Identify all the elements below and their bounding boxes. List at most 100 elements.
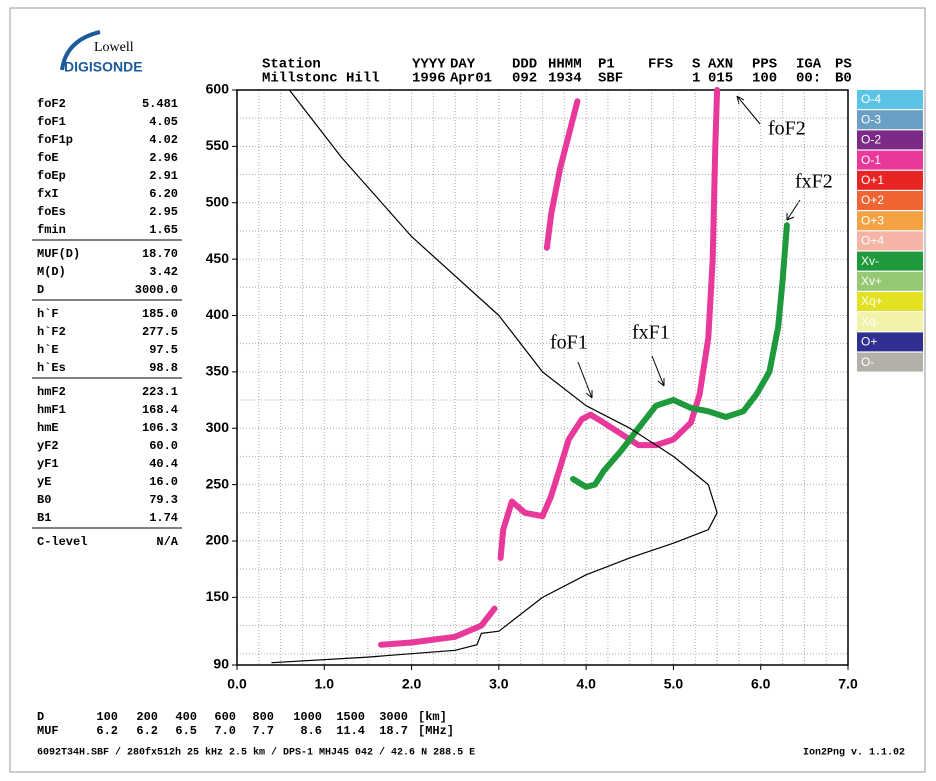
param-value: 277.5 xyxy=(142,325,178,339)
x-tick-label: 7.0 xyxy=(838,676,858,692)
param-name: B1 xyxy=(37,511,51,525)
legend-label: Xq+ xyxy=(861,294,883,308)
legend-swatch xyxy=(857,231,923,251)
y-tick-label: 350 xyxy=(206,363,230,379)
header-label: PPS xyxy=(752,57,777,73)
param-name: h`F2 xyxy=(37,325,66,339)
muf-cell: 18.7 xyxy=(379,724,408,738)
arrow xyxy=(651,355,665,387)
trace xyxy=(271,89,718,664)
y-tick-label: 150 xyxy=(206,588,230,604)
header-value: Millstonc Hill xyxy=(262,71,380,87)
y-tick-label: 90 xyxy=(213,656,229,672)
x-tick-label: 0.0 xyxy=(227,676,247,692)
param-value: 98.8 xyxy=(149,361,178,375)
muf-cell: [MHz] xyxy=(418,724,454,738)
muf-cell: 1500 xyxy=(336,710,365,724)
header-value: B0 xyxy=(835,71,852,87)
legend-swatch xyxy=(857,251,923,271)
param-value: 4.02 xyxy=(149,133,178,147)
param-name: h`Es xyxy=(37,361,66,375)
trace xyxy=(378,87,721,648)
y-tick-label: 400 xyxy=(206,306,230,322)
annotation: fxF1 xyxy=(632,322,670,344)
y-tick-label: 450 xyxy=(206,250,230,266)
param-value: 223.1 xyxy=(142,385,178,399)
header-value: 092 xyxy=(512,71,537,87)
header-label: Station xyxy=(262,57,321,73)
frame xyxy=(9,7,926,773)
muf-cell: 7.0 xyxy=(214,724,236,738)
muf-cell: D xyxy=(37,710,44,724)
param-value: 6.20 xyxy=(149,187,178,201)
param-name: C-level xyxy=(37,535,87,549)
param-name: foEp xyxy=(37,169,66,183)
y-tick-label: 250 xyxy=(206,475,230,491)
header-label: IGA xyxy=(796,57,822,73)
logo-line2: DIGISONDE xyxy=(64,59,143,75)
header-value: 00: xyxy=(796,71,821,87)
param-value: 16.0 xyxy=(149,475,178,489)
legend-label: O- xyxy=(861,355,874,369)
param-value: 2.96 xyxy=(149,151,178,165)
param-name: foF2 xyxy=(37,97,66,111)
legend-label: O+1 xyxy=(861,173,884,187)
legend-label: Xv+ xyxy=(861,274,882,288)
legend-label: O-4 xyxy=(861,92,881,106)
param-value: 106.3 xyxy=(142,421,178,435)
param-name: yF2 xyxy=(37,439,59,453)
param-value: 1.74 xyxy=(149,511,178,525)
param-name: foE xyxy=(37,151,59,165)
header-value: 100 xyxy=(752,71,777,87)
param-value: 2.91 xyxy=(149,169,178,183)
x-tick-label: 6.0 xyxy=(751,676,771,692)
muf-cell: 600 xyxy=(214,710,236,724)
muf-cell: 6.2 xyxy=(96,724,118,738)
param-value: 18.70 xyxy=(142,247,178,261)
header-value: Apr01 xyxy=(450,71,492,87)
param-name: hmF1 xyxy=(37,403,66,417)
param-value: 40.4 xyxy=(149,457,178,471)
header-label: PS xyxy=(835,57,852,73)
muf-cell: 11.4 xyxy=(336,724,365,738)
header-label: AXN xyxy=(708,57,733,73)
param-value: 60.0 xyxy=(149,439,178,453)
muf-cell: MUF xyxy=(37,724,59,738)
header-value: 1934 xyxy=(548,71,582,87)
param-value: 3000.0 xyxy=(135,283,178,297)
legend-label: O-3 xyxy=(861,112,881,126)
header-label: DDD xyxy=(512,57,537,73)
param-value: 5.481 xyxy=(142,97,178,111)
legend-swatch xyxy=(857,110,923,130)
logo-line1: Lowell xyxy=(94,40,134,55)
param-name: h`F xyxy=(37,307,59,321)
legend-label: O+2 xyxy=(861,193,884,207)
header-label: YYYY xyxy=(412,57,446,73)
x-tick-label: 1.0 xyxy=(315,676,335,692)
legend-swatch xyxy=(857,332,923,352)
legend-swatch xyxy=(857,271,923,291)
param-name: fxI xyxy=(37,187,59,201)
legend-label: O-1 xyxy=(861,153,881,167)
footer-left: 6092T34H.SBF / 280fx512h 25 kHz 2.5 km /… xyxy=(37,747,475,759)
param-value: 1.65 xyxy=(149,223,178,237)
param-name: foEs xyxy=(37,205,66,219)
param-name: D xyxy=(37,283,44,297)
muf-cell: 100 xyxy=(96,710,118,724)
param-value: 2.95 xyxy=(149,205,178,219)
legend-swatch xyxy=(857,312,923,332)
muf-cell: 3000 xyxy=(379,710,408,724)
legend-label: O-2 xyxy=(861,133,881,147)
muf-cell: 400 xyxy=(175,710,197,724)
header-label: HHMM xyxy=(548,57,582,73)
legend-label: Xq- xyxy=(861,314,880,328)
param-name: h`E xyxy=(37,343,59,357)
y-tick-label: 600 xyxy=(206,81,230,97)
param-name: fmin xyxy=(37,223,66,237)
param-value: N/A xyxy=(156,535,178,549)
param-value: 79.3 xyxy=(149,493,178,507)
annotation: fxF2 xyxy=(795,171,833,193)
legend-swatch xyxy=(857,170,923,190)
logo-swoosh xyxy=(60,30,101,71)
